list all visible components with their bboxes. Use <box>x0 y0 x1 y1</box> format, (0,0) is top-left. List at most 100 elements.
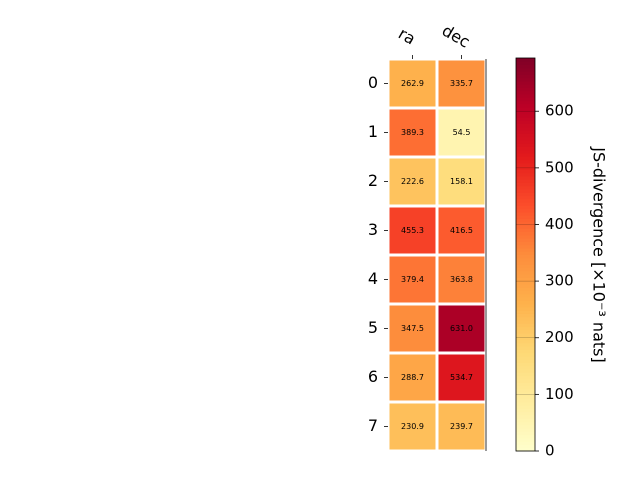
colorbar-swatch <box>516 326 535 331</box>
colorbar-swatch <box>516 116 535 121</box>
colorbar-swatch <box>516 84 535 88</box>
colorbar-swatch <box>516 87 535 92</box>
colorbar-swatch <box>516 277 535 282</box>
colorbar-tick-label: 100 <box>545 385 574 403</box>
colorbar-swatch <box>516 408 535 413</box>
colorbar-swatch <box>516 254 535 259</box>
colorbar-swatch <box>516 126 535 131</box>
colorbar-swatch <box>516 205 535 210</box>
colorbar-swatch <box>516 172 535 177</box>
colorbar-swatch <box>516 234 535 239</box>
colorbar-swatch <box>516 103 535 108</box>
y-tick-label: 3 <box>368 220 378 239</box>
colorbar-swatch <box>516 189 535 193</box>
colorbar-swatch <box>516 225 535 229</box>
heatmap-cell <box>389 158 436 205</box>
colorbar-swatch <box>516 293 535 298</box>
colorbar-swatch <box>516 375 535 380</box>
colorbar-swatch <box>516 218 535 223</box>
colorbar-swatch <box>516 247 535 252</box>
colorbar-swatch <box>516 398 535 403</box>
cell-label: 222.6 <box>401 177 424 186</box>
y-tick-label: 7 <box>368 416 378 435</box>
colorbar-swatch <box>516 264 535 269</box>
x-tick-label: ra <box>395 24 419 49</box>
colorbar-label: JS-divergence [×10⁻³ nats] <box>590 146 609 362</box>
colorbar-swatch <box>516 267 535 272</box>
x-tick-label: dec <box>439 21 473 52</box>
colorbar-swatch <box>516 179 535 183</box>
colorbar-tick-label: 200 <box>545 328 574 346</box>
colorbar-swatch <box>516 352 535 357</box>
colorbar-swatch <box>516 90 535 95</box>
colorbar-swatch <box>516 94 535 98</box>
heatmap-cell <box>438 158 485 205</box>
colorbar-swatch <box>516 133 535 138</box>
colorbar-swatch <box>516 392 535 396</box>
cell-label: 54.5 <box>453 128 471 137</box>
colorbar-swatch <box>516 431 535 436</box>
colorbar-swatch <box>516 349 535 354</box>
colorbar-swatch <box>516 306 535 311</box>
heatmap-cell <box>438 109 485 156</box>
colorbar-swatch <box>516 270 535 275</box>
colorbar-swatch <box>516 316 535 321</box>
colorbar-swatch <box>516 401 535 406</box>
colorbar-swatch <box>516 195 535 200</box>
colorbar-swatch <box>516 362 535 367</box>
colorbar-swatch <box>516 162 535 167</box>
colorbar-swatch <box>516 244 535 249</box>
cell-label: 288.7 <box>401 373 424 382</box>
colorbar-swatch <box>516 166 535 170</box>
colorbar-swatch <box>516 372 535 377</box>
heatmap-cell <box>438 256 485 303</box>
colorbar-swatch <box>516 320 535 324</box>
heatmap-cell <box>438 207 485 254</box>
colorbar-swatch <box>516 382 535 386</box>
colorbar-swatch <box>516 139 535 144</box>
colorbar-swatch <box>516 192 535 197</box>
heatmap-cell <box>389 305 436 352</box>
colorbar-swatch <box>516 329 535 334</box>
cell-label: 363.8 <box>450 275 473 284</box>
colorbar-swatch <box>516 346 535 350</box>
colorbar-swatch <box>516 123 535 128</box>
colorbar-swatch <box>516 437 535 442</box>
colorbar-swatch <box>516 287 535 292</box>
colorbar-swatch <box>516 424 535 429</box>
y-tick-label: 0 <box>368 73 378 92</box>
colorbar-swatch <box>516 369 535 373</box>
cell-label: 239.7 <box>450 422 473 431</box>
colorbar-swatch <box>516 169 535 174</box>
colorbar-swatch <box>516 261 535 265</box>
cell-label: 230.9 <box>401 422 424 431</box>
colorbar-swatch <box>516 365 535 370</box>
y-tick-label: 6 <box>368 367 378 386</box>
colorbar-swatch <box>516 64 535 69</box>
colorbar-swatch <box>516 71 535 75</box>
heatmap-cell <box>389 109 436 156</box>
colorbar-swatch <box>516 414 535 419</box>
colorbar-swatch <box>516 146 535 151</box>
heatmap-cell <box>438 403 485 450</box>
colorbar-swatch <box>516 130 535 134</box>
colorbar-tick-label: 300 <box>545 272 574 290</box>
cell-label: 158.1 <box>450 177 473 186</box>
colorbar-swatch <box>516 303 535 308</box>
colorbar-swatch <box>516 313 535 318</box>
colorbar-swatch <box>516 411 535 416</box>
colorbar-swatch <box>516 421 535 426</box>
colorbar-swatch <box>516 378 535 383</box>
colorbar-swatch <box>516 447 535 452</box>
colorbar-swatch <box>516 274 535 278</box>
colorbar-swatch <box>516 336 535 341</box>
colorbar-swatch <box>516 58 535 62</box>
colorbar-swatch <box>516 333 535 337</box>
cell-label: 379.4 <box>401 275 424 284</box>
colorbar-swatch <box>516 149 535 154</box>
colorbar-swatch <box>516 359 535 364</box>
colorbar-swatch <box>516 120 535 124</box>
colorbar-swatch <box>516 77 535 82</box>
colorbar-swatch <box>516 418 535 423</box>
